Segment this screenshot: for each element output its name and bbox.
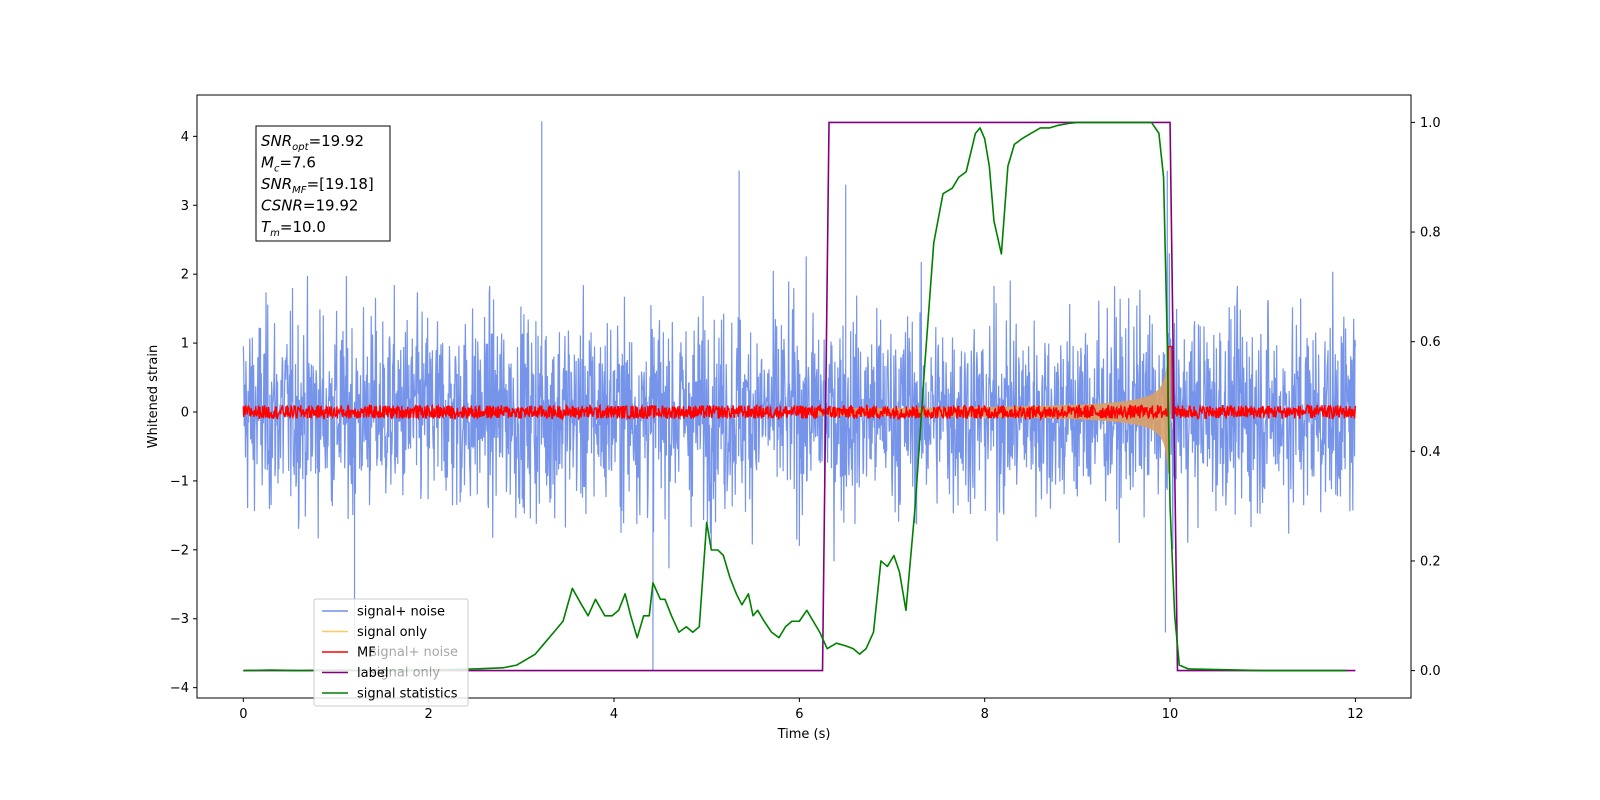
y-left-tick-label: −2 (170, 543, 189, 558)
svg-text:label: label (357, 666, 388, 681)
x-tick-label: 6 (795, 707, 803, 722)
annotation-line: Tm=10.0 (261, 218, 326, 239)
y-left-tick-label: 3 (181, 199, 189, 214)
svg-text:signal only: signal only (357, 625, 427, 640)
y-right-tick-label: 0.4 (1420, 445, 1441, 460)
legend-entry: signal+ noise (322, 605, 445, 620)
x-axis: 0 2 4 6 8 10 12 (239, 698, 1364, 722)
series-label (243, 121, 1356, 672)
y-left-tick-label: −1 (170, 474, 189, 489)
y-axis-label: Whitened strain (146, 345, 161, 448)
ghost-legend-text: signal+ noise (370, 645, 458, 660)
y-axis-left: 4 3 2 1 0 −1 −2 −3 −4 (170, 130, 197, 696)
series-signal-plus-noise (242, 121, 1356, 671)
plot-area (242, 121, 1357, 672)
x-tick-label: 10 (1162, 707, 1179, 722)
y-right-tick-label: 1.0 (1420, 116, 1441, 131)
annotation-box: SNRopt=19.92Mc=7.6SNRMF=[19.18]CSNR=19.9… (255, 125, 391, 242)
y-left-tick-label: −3 (170, 612, 189, 627)
annotation-line: SNRopt=19.92 (261, 132, 364, 153)
y-right-tick-label: 0.2 (1420, 554, 1441, 569)
annotation-line: SNRMF=[19.18] (261, 175, 374, 196)
series-mf (242, 345, 1357, 422)
annotation-line: Mc=7.6 (261, 154, 316, 175)
x-tick-label: 2 (425, 707, 433, 722)
y-left-tick-label: 2 (181, 268, 189, 283)
legend-entry: signal only (322, 625, 427, 640)
svg-text:signal+ noise: signal+ noise (357, 605, 445, 620)
y-right-tick-label: 0.6 (1420, 335, 1441, 350)
legend: signal+ noise signal only MF label signal st… (313, 598, 469, 707)
y-left-tick-label: 4 (181, 130, 189, 145)
y-left-tick-label: −4 (170, 681, 189, 696)
y-right-tick-label: 0.8 (1420, 226, 1441, 241)
x-tick-label: 12 (1347, 707, 1364, 722)
annotation-line: CSNR=19.92 (261, 197, 358, 215)
x-tick-label: 0 (239, 707, 247, 722)
x-tick-label: 8 (981, 707, 989, 722)
svg-text:MF: MF (357, 646, 376, 661)
x-tick-label: 4 (610, 707, 618, 722)
y-right-tick-label: 0.0 (1420, 664, 1441, 679)
y-axis-right: 1.0 0.8 0.6 0.4 0.2 0.0 (1411, 116, 1441, 679)
series-signal-statistics (243, 121, 1347, 672)
axes-frame (196, 94, 1412, 699)
ghost-legend-text: signal only (370, 666, 440, 681)
x-axis-label: Time (s) (777, 727, 831, 742)
y-left-tick-label: 0 (181, 406, 189, 421)
svg-text:signal statistics: signal statistics (357, 687, 458, 702)
y-left-tick-label: 1 (181, 337, 189, 352)
legend-entry: signal statistics (322, 687, 458, 702)
legend-entry: label (322, 666, 388, 681)
legend-entry: MF (322, 646, 376, 661)
